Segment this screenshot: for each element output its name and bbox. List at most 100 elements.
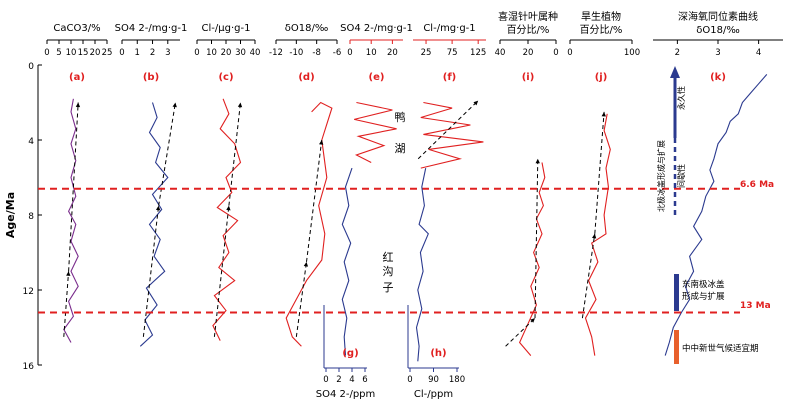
y-axis-label: Age/Ma — [4, 192, 17, 238]
yahu-char-1: 鸭 — [395, 111, 406, 124]
trend-line — [228, 102, 241, 206]
y-tick-label: 8 — [28, 212, 34, 222]
panel-tick-label: -12 — [269, 48, 283, 58]
panel-a: 0 5 10 15 20 25 CaCO3/% (a) — [44, 23, 112, 343]
panel-title-line1: 喜湿针叶属种 — [498, 10, 558, 23]
y-axis: Age/Ma 0 4 8 12 16 — [4, 62, 42, 372]
bottom-axis-label: SO4 2-/ppm — [316, 389, 376, 400]
ice-north-label: 北极冰盖形成与扩展 — [656, 140, 666, 212]
panel-tick-label: 15 — [78, 48, 89, 58]
panel-tick-label: 3 — [165, 48, 170, 58]
panel-tick-label: 75 — [447, 48, 458, 58]
panel-c: 0 10 20 30 40 Cl-/μg·g-1 (c) — [194, 23, 260, 341]
ice-north-arrowhead — [670, 66, 680, 78]
panel-tick-label: 10 — [206, 48, 217, 58]
panel-letter: (c) — [218, 72, 233, 83]
panel-series — [139, 102, 169, 347]
trend-arrowhead — [237, 102, 243, 108]
trend-arrowhead — [66, 271, 71, 276]
panel-tick-label: 2 — [150, 48, 155, 58]
trend-line — [581, 233, 596, 319]
panel-title: SO4 2-/mg·g-1 — [340, 23, 413, 34]
panel-tick-label: 2 — [675, 48, 680, 58]
y-tick-label: 16 — [23, 362, 35, 372]
annotations: 鸭 湖 红 沟 子 北极冰盖形成与扩展 间歇性 永久性 东南极冰盖 形成与扩展 … — [383, 66, 759, 364]
y-tick-label: 4 — [28, 137, 34, 147]
bottom-letter: (g) — [342, 348, 358, 359]
trend-arrowhead — [226, 205, 231, 211]
trend-line — [594, 111, 605, 234]
panel-tick-label: 1 — [135, 48, 140, 58]
panel-tick-label: 0 — [119, 48, 124, 58]
ice-east-label-2: 形成与扩展 — [682, 291, 725, 302]
panel-letter: (e) — [369, 72, 385, 83]
panel-tick-label: 3 — [715, 48, 720, 58]
panel-tick-label: 10 — [366, 48, 377, 58]
bottom-panel-g: 0 2 4 6 (g) SO4 2-/ppm — [316, 167, 376, 400]
panel-letter: (a) — [69, 72, 85, 83]
panel-series — [584, 113, 611, 356]
panel-tick-label: 0 — [44, 48, 49, 58]
trend-arrowhead — [473, 100, 479, 106]
bottom-tick-label: 2 — [336, 375, 341, 385]
trend-arrowhead — [591, 233, 597, 239]
panel-series — [354, 101, 397, 163]
panel-letter: (i) — [522, 72, 535, 83]
trend-arrowhead — [172, 102, 177, 108]
panel-title-line2: δO18/‰ — [696, 25, 740, 36]
panel-tick-label: 20 — [221, 48, 232, 58]
trend-line — [63, 271, 70, 337]
bottom-series — [341, 167, 353, 356]
panel-title-line2: 百分比/% — [580, 24, 623, 36]
bottom-axis-label: Cl-/ppm — [414, 389, 453, 400]
honggouzi-char-3: 子 — [383, 281, 394, 294]
panel-title: Cl-/μg·g-1 — [202, 23, 251, 34]
panel-tick-label: -6 — [333, 48, 341, 58]
panel-series — [420, 101, 484, 169]
trend-arrowhead — [601, 111, 606, 117]
trend-line — [213, 205, 230, 337]
panel-series — [285, 101, 333, 347]
panel-tick-label: 0 — [347, 48, 352, 58]
panel-tick-label: 10 — [66, 48, 77, 58]
panel-tick-label: 100 — [624, 48, 640, 58]
panel-b: 0 1 2 3 SO4 2-/mg·g-1 (b) — [115, 23, 188, 347]
panel-tick-label: 40 — [495, 48, 506, 58]
panel-letter: (d) — [298, 72, 314, 83]
panel-title-line1: 旱生植物 — [581, 10, 621, 23]
panel-tick-label: 5 — [56, 48, 61, 58]
y-tick-label: 0 — [28, 62, 34, 72]
panel-k: 2 3 4 深海氧同位素曲线 δO18/‰ (k) — [653, 10, 783, 356]
panel-tick-label: 20 — [387, 48, 398, 58]
panel-tick-label: 4 — [756, 48, 761, 58]
panel-title-line2: 百分比/% — [507, 24, 550, 36]
panel-title: δO18/‰ — [285, 23, 329, 34]
panel-tick-label: 20 — [90, 48, 101, 58]
trend-line — [142, 205, 160, 337]
panel-tick-label: -10 — [289, 48, 303, 58]
trend-line — [534, 158, 539, 319]
panel-e: 0 10 20 SO4 2-/mg·g-1 (e) — [340, 23, 413, 163]
bottom-series — [415, 167, 429, 362]
panel-letter: (f) — [443, 72, 457, 83]
panel-tick-label: 0 — [553, 48, 558, 58]
panel-tick-label: 0 — [567, 48, 572, 58]
trend-arrowhead — [75, 102, 81, 108]
panel-tick-label: 0 — [194, 48, 199, 58]
panel-tick-label: 125 — [470, 48, 486, 58]
panel-title-line1: 深海氧同位素曲线 — [678, 10, 758, 23]
bottom-panel-h: 0 90 180 (h) Cl-/ppm — [407, 167, 465, 400]
panel-letter: (k) — [710, 72, 726, 83]
panel-series — [664, 74, 768, 356]
ice-east-label-1: 东南极冰盖 — [682, 279, 725, 290]
bottom-tick-label: 0 — [323, 375, 328, 385]
panel-title: SO4 2-/mg·g-1 — [115, 23, 188, 34]
bottom-tick-label: 0 — [407, 375, 412, 385]
panel-tick-label: 25 — [102, 48, 113, 58]
panel-title: CaCO3/% — [53, 23, 100, 34]
panel-tick-label: 25 — [421, 48, 432, 58]
panel-tick-label: 30 — [235, 48, 246, 58]
trend-arrowhead — [319, 140, 324, 145]
panel-tick-label: -8 — [312, 48, 320, 58]
